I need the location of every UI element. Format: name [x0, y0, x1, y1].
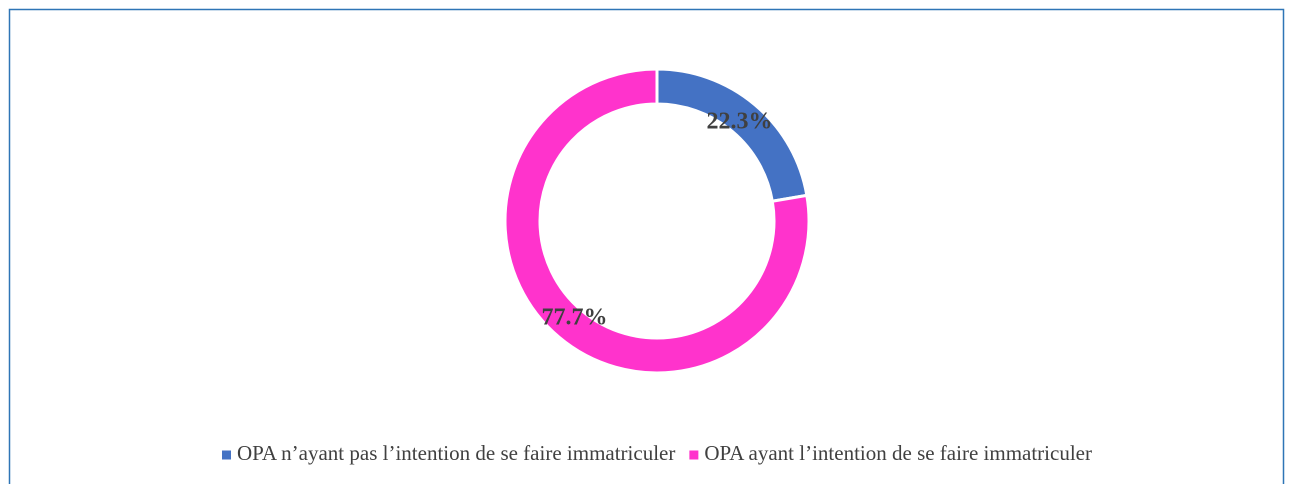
donut-segment: [503, 67, 811, 375]
legend-marker: [222, 450, 232, 460]
legend-label: OPA ayant l’intention de se faire immatr…: [704, 441, 1092, 465]
legend-label: OPA n’ayant pas l’intention de se faire …: [237, 441, 675, 465]
data-label: 77.7%: [541, 304, 607, 330]
chart-border: [8, 8, 1285, 484]
data-label: 22.3%: [707, 109, 773, 135]
legend-marker: [689, 450, 699, 460]
